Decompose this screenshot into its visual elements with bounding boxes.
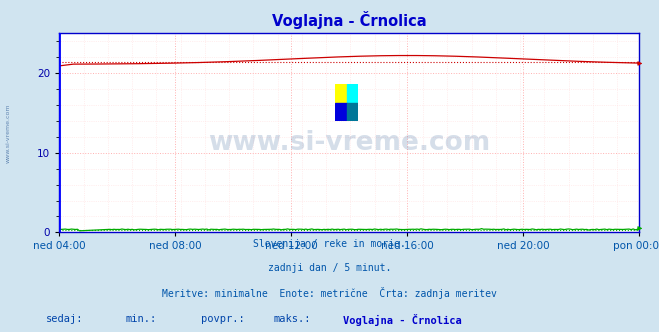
Text: www.si-vreme.com: www.si-vreme.com <box>6 103 11 163</box>
Text: sedaj:: sedaj: <box>46 314 84 324</box>
Text: povpr.:: povpr.: <box>201 314 244 324</box>
Bar <box>347 84 358 103</box>
Bar <box>347 103 358 121</box>
Text: Voglajna - Črnolica: Voglajna - Črnolica <box>343 314 461 326</box>
Text: maks.:: maks.: <box>273 314 311 324</box>
Text: Meritve: minimalne  Enote: metrične  Črta: zadnja meritev: Meritve: minimalne Enote: metrične Črta:… <box>162 287 497 299</box>
Bar <box>335 103 347 121</box>
Text: Slovenija / reke in morje.: Slovenija / reke in morje. <box>253 239 406 249</box>
Text: min.:: min.: <box>125 314 156 324</box>
Text: zadnji dan / 5 minut.: zadnji dan / 5 minut. <box>268 263 391 273</box>
Title: Voglajna - Črnolica: Voglajna - Črnolica <box>272 11 426 29</box>
Text: www.si-vreme.com: www.si-vreme.com <box>208 130 490 156</box>
Bar <box>335 84 347 103</box>
